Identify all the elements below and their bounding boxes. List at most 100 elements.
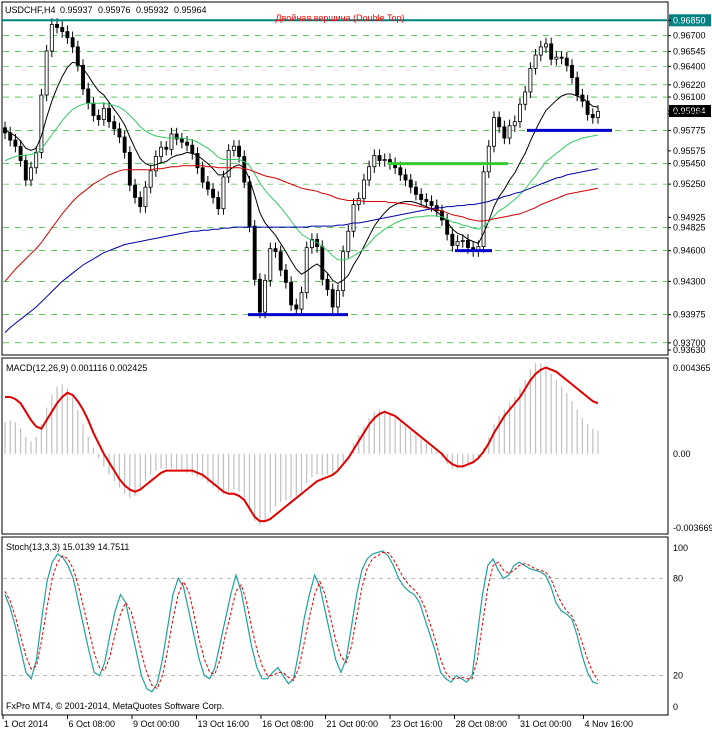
candle-body bbox=[356, 198, 361, 205]
ma-line bbox=[4, 168, 599, 333]
candle-body bbox=[23, 160, 28, 181]
stoch-axis: 100 80 20 0 bbox=[673, 543, 688, 712]
ma-line bbox=[4, 102, 599, 261]
candle-body bbox=[518, 103, 522, 123]
candle-body bbox=[455, 241, 460, 246]
stoch-levels bbox=[3, 578, 667, 676]
candle-body bbox=[492, 117, 496, 147]
candle-body bbox=[148, 170, 153, 188]
candle-body bbox=[309, 239, 314, 249]
candle-body bbox=[559, 56, 564, 59]
price-panel[interactable] bbox=[1, 1, 669, 356]
candle-body bbox=[164, 146, 169, 150]
macd-axis: 0.004365 0.00 -0.003669 bbox=[673, 363, 712, 533]
candle-body bbox=[91, 102, 96, 116]
candle-body bbox=[372, 155, 377, 168]
candle-body bbox=[70, 37, 75, 48]
price-tick-label: 0.93630 bbox=[673, 345, 706, 355]
candle-body bbox=[247, 181, 252, 227]
candle-body bbox=[226, 149, 231, 178]
price-tick-label: 0.96850 bbox=[673, 15, 706, 25]
price-tick-label: 0.93975 bbox=[673, 310, 706, 320]
candle-body bbox=[29, 167, 33, 181]
candle-body bbox=[398, 167, 403, 176]
candle-body bbox=[75, 46, 80, 66]
candle-body bbox=[289, 282, 294, 306]
stoch-signal bbox=[4, 552, 599, 690]
ma-line bbox=[4, 165, 599, 282]
price-tick-label: 0.95935 bbox=[673, 109, 706, 119]
candle-body bbox=[273, 248, 278, 253]
candle-body bbox=[86, 88, 91, 104]
candle-body bbox=[101, 107, 106, 121]
price-tick-label: 0.95775 bbox=[673, 125, 706, 135]
candle-body bbox=[346, 230, 351, 253]
macd-axis-label: -0.003669 bbox=[673, 523, 712, 533]
candle-body bbox=[60, 27, 65, 32]
time-axis: 1 Oct 2014 6 Oct 08:00 9 Oct 00:00 13 Oct 1… bbox=[2, 715, 634, 729]
candle-body bbox=[429, 201, 434, 207]
price-tick-label: 0.95964 bbox=[673, 106, 706, 116]
price-tick-label: 0.96545 bbox=[673, 47, 706, 57]
time-label: 28 Oct 08:00 bbox=[456, 719, 508, 729]
candle-body bbox=[450, 233, 455, 246]
candle-body bbox=[179, 138, 184, 143]
candle-body bbox=[117, 128, 122, 138]
current-price-box bbox=[669, 105, 711, 118]
candle-body bbox=[174, 133, 179, 140]
stoch-title: Stoch(13,3,3) 15.0139 14.7511 bbox=[6, 542, 129, 552]
macd-panel[interactable] bbox=[1, 357, 669, 535]
candle-body bbox=[283, 269, 288, 283]
candle-body bbox=[278, 251, 283, 271]
candle-body bbox=[127, 151, 132, 186]
stoch-axis-label: 0 bbox=[673, 702, 678, 712]
time-label: 23 Oct 16:00 bbox=[391, 719, 443, 729]
price-tick-label: 0.96400 bbox=[673, 61, 706, 71]
stoch-axis-label: 20 bbox=[673, 671, 683, 681]
time-label: 4 Nov 16:00 bbox=[585, 719, 634, 729]
candle-body bbox=[486, 145, 491, 173]
candle-body bbox=[585, 100, 590, 115]
candle-body bbox=[237, 145, 242, 157]
candle-body bbox=[382, 159, 387, 161]
candle-body bbox=[39, 94, 44, 153]
candle-body bbox=[533, 54, 538, 69]
ohlc-close: 0.95964 bbox=[174, 5, 207, 15]
candle-body bbox=[403, 174, 408, 181]
stoch-panel[interactable] bbox=[1, 536, 669, 716]
candle-body bbox=[231, 145, 236, 151]
candle-body bbox=[190, 144, 195, 154]
time-label: 31 Oct 00:00 bbox=[520, 719, 572, 729]
macd-axis-label: 0.00 bbox=[673, 449, 691, 459]
price-tick-label: 0.96220 bbox=[673, 80, 706, 90]
candle-body bbox=[466, 240, 470, 249]
candle-body bbox=[49, 23, 54, 52]
candle-body bbox=[544, 43, 548, 48]
candle-body bbox=[55, 23, 59, 28]
pattern-annotation: Двойная вершина (Double Top) bbox=[276, 13, 405, 23]
candle-body bbox=[200, 167, 205, 183]
candle-body bbox=[564, 57, 569, 66]
candle-body bbox=[185, 141, 190, 146]
candle-body bbox=[549, 43, 554, 60]
candle-body bbox=[481, 171, 486, 247]
candle-body bbox=[538, 46, 543, 56]
candle-body bbox=[268, 248, 273, 281]
candle-body bbox=[497, 117, 502, 128]
price-tick-label: 0.96100 bbox=[673, 92, 706, 102]
candle-body bbox=[335, 290, 340, 308]
candle-body bbox=[122, 136, 127, 153]
stoch-axis-label: 100 bbox=[673, 543, 688, 553]
candle-body bbox=[528, 68, 533, 93]
macd-signal bbox=[5, 366, 599, 523]
candle-body bbox=[460, 240, 465, 242]
macd-title: MACD(12,26,9) 0.001116 0.002425 bbox=[6, 363, 147, 373]
candle-body bbox=[65, 31, 70, 39]
candle-body bbox=[351, 204, 356, 232]
price-tick-label: 0.96700 bbox=[673, 31, 706, 41]
candle-body bbox=[18, 145, 23, 161]
price-tick-label: 0.93700 bbox=[673, 338, 706, 348]
candle-body bbox=[424, 199, 429, 202]
